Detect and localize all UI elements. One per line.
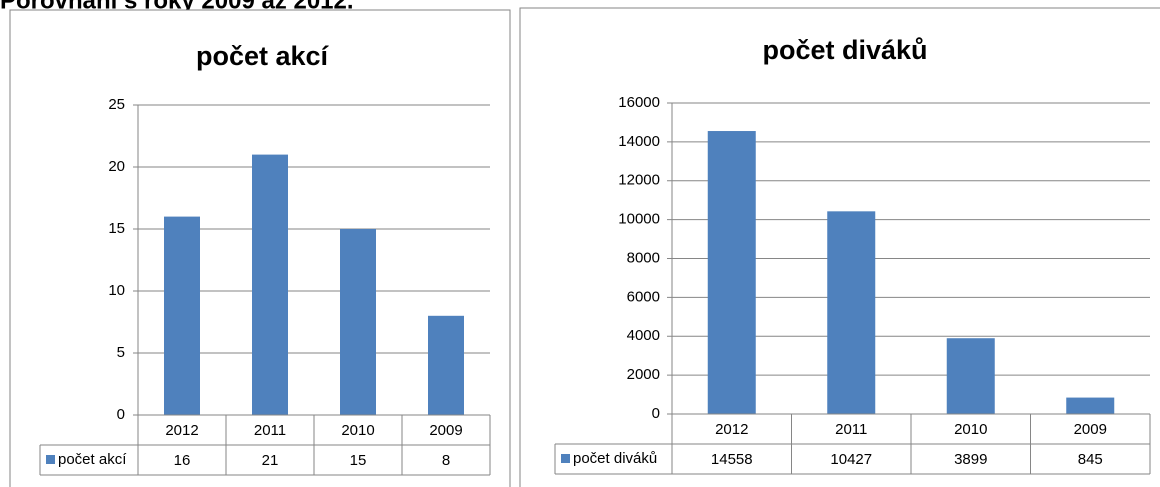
x-tick-label: 2009 (429, 422, 462, 439)
table-value: 8 (442, 452, 450, 469)
x-tick-label: 2010 (954, 421, 987, 438)
y-tick-label: 0 (117, 406, 125, 423)
y-tick-label: 12000 (618, 172, 660, 189)
y-tick-label: 10 (108, 282, 125, 299)
legend-label: počet diváků (573, 450, 657, 467)
x-tick-label: 2009 (1074, 421, 1107, 438)
x-tick-label: 2012 (165, 422, 198, 439)
chart: počet akcí 0 5 10 15 20 25 2012 2011 2010 2009 poče… (9, 9, 511, 487)
table-value: 14558 (711, 451, 753, 468)
y-tick-label: 16000 (618, 94, 660, 111)
bar (827, 211, 876, 414)
y-tick-label: 15 (108, 220, 125, 237)
y-tick-label: 10000 (618, 211, 660, 228)
bar (252, 154, 288, 415)
x-tick-label: 2011 (835, 421, 867, 438)
bar (707, 131, 756, 414)
y-tick-label: 0 (652, 405, 660, 422)
y-tick-label: 20 (108, 158, 125, 175)
y-tick-label: 5 (117, 344, 125, 361)
x-tick-label: 2012 (715, 421, 748, 438)
y-tick-label: 14000 (618, 133, 660, 150)
y-tick-label: 25 (108, 96, 125, 113)
bar (340, 229, 376, 415)
table-value: 15 (350, 452, 367, 469)
table-value: 10427 (830, 451, 872, 468)
table-value: 16 (174, 452, 191, 469)
y-tick-label: 4000 (627, 327, 660, 344)
chart-title: počet akcí (196, 41, 330, 71)
legend-key (46, 455, 55, 464)
bar (946, 338, 995, 414)
legend-label: počet akcí (58, 451, 127, 468)
x-tick-label: 2011 (254, 422, 286, 439)
y-tick-label: 8000 (627, 249, 660, 266)
table-value: 845 (1078, 451, 1103, 468)
chart-title: počet diváků (762, 35, 927, 65)
chart: počet diváků 0 2000 4000 6000 8000 10000 12000 1… (519, 7, 1160, 487)
y-tick-label: 2000 (627, 366, 660, 383)
table-value: 21 (262, 452, 279, 469)
bar (428, 315, 464, 415)
x-tick-label: 2010 (341, 422, 374, 439)
legend-key (561, 454, 570, 463)
table-value: 3899 (954, 451, 987, 468)
bar (164, 216, 200, 415)
bar (1066, 397, 1115, 414)
y-tick-label: 6000 (627, 288, 660, 305)
